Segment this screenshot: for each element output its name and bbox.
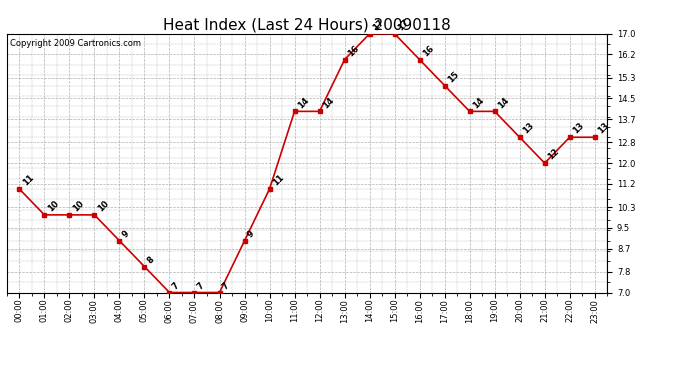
Text: 7: 7: [221, 280, 231, 291]
Text: 13: 13: [571, 121, 586, 136]
Text: 16: 16: [346, 44, 361, 58]
Text: 11: 11: [271, 173, 286, 188]
Text: 15: 15: [446, 69, 461, 84]
Text: 10: 10: [46, 199, 61, 213]
Text: 14: 14: [496, 95, 511, 110]
Text: 7: 7: [196, 280, 206, 291]
Text: Copyright 2009 Cartronics.com: Copyright 2009 Cartronics.com: [10, 39, 141, 48]
Text: 14: 14: [471, 95, 486, 110]
Text: 8: 8: [146, 255, 157, 265]
Text: 9: 9: [121, 229, 131, 239]
Text: 9: 9: [246, 229, 257, 239]
Text: 7: 7: [171, 280, 181, 291]
Text: 10: 10: [96, 199, 110, 213]
Text: 13: 13: [521, 121, 535, 136]
Text: 14: 14: [321, 95, 335, 110]
Text: 17: 17: [371, 18, 386, 32]
Text: 11: 11: [21, 173, 35, 188]
Title: Heat Index (Last 24 Hours) 20090118: Heat Index (Last 24 Hours) 20090118: [163, 18, 451, 33]
Text: 16: 16: [421, 44, 435, 58]
Text: 14: 14: [296, 95, 310, 110]
Text: 12: 12: [546, 147, 561, 162]
Text: 17: 17: [396, 18, 411, 32]
Text: 10: 10: [71, 199, 86, 213]
Text: 13: 13: [596, 121, 611, 136]
